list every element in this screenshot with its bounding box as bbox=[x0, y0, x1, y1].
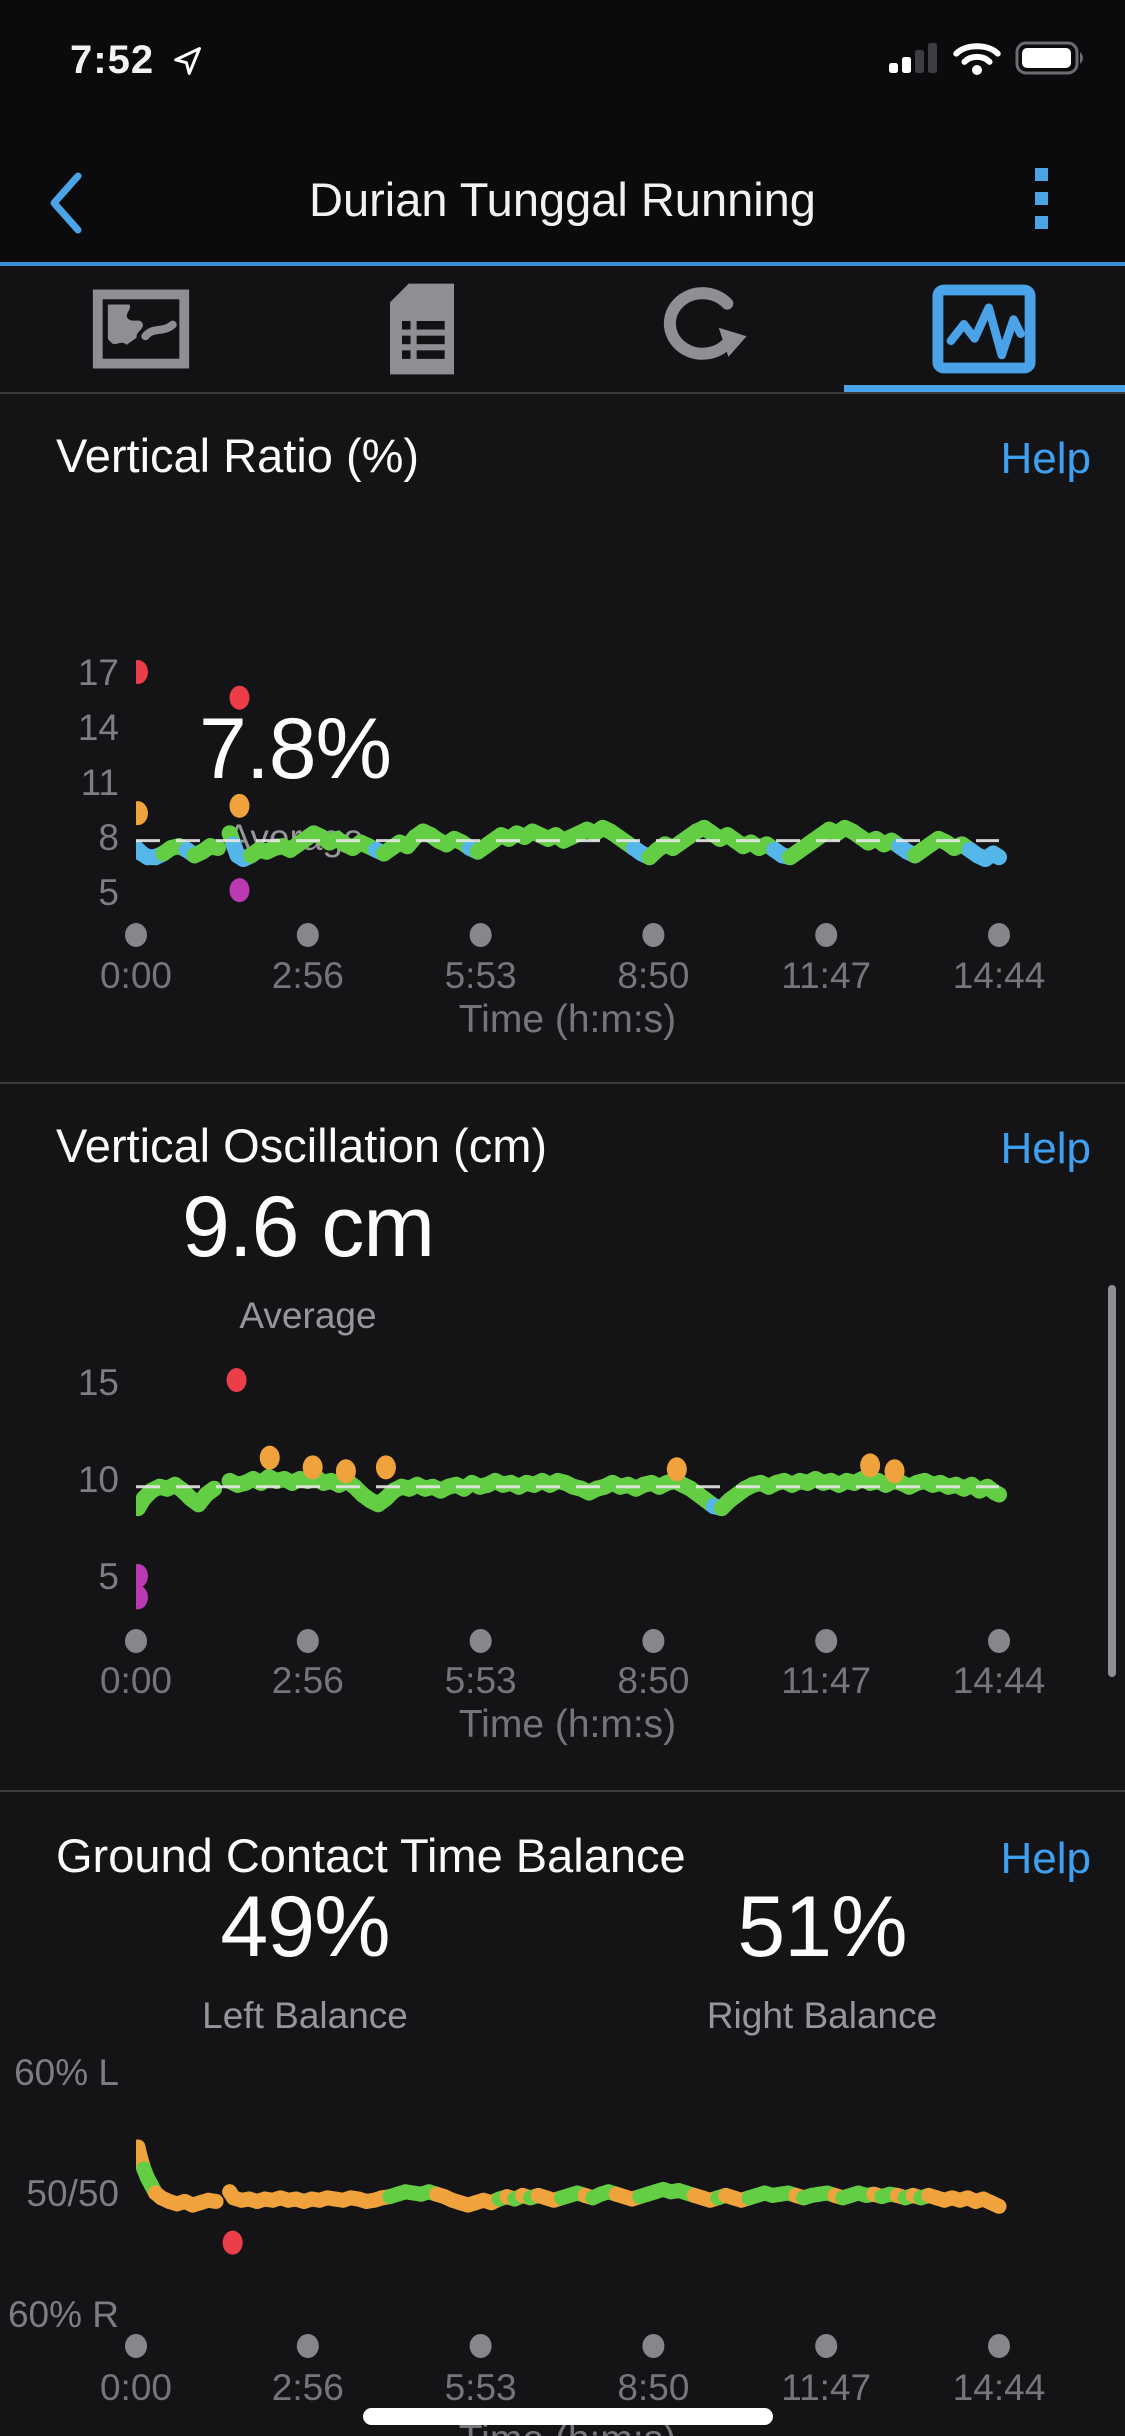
kebab-menu-button[interactable] bbox=[1030, 162, 1090, 248]
status-icons bbox=[887, 40, 1089, 76]
svg-text:17: 17 bbox=[78, 652, 119, 693]
svg-text:Time (h:m:s): Time (h:m:s) bbox=[459, 1703, 676, 1746]
tab-charts[interactable] bbox=[843, 266, 1125, 392]
svg-text:0:00: 0:00 bbox=[100, 955, 172, 996]
svg-text:8:50: 8:50 bbox=[617, 2367, 689, 2408]
tab-bar bbox=[0, 266, 1125, 392]
divider bbox=[0, 1790, 1125, 1792]
svg-text:5: 5 bbox=[98, 1556, 119, 1597]
page-title: Durian Tunggal Running bbox=[309, 173, 816, 226]
svg-text:8:50: 8:50 bbox=[617, 1660, 689, 1701]
svg-text:60% L: 60% L bbox=[14, 2052, 119, 2093]
wifi-icon bbox=[953, 43, 1001, 76]
section-title: Vertical Ratio (%) bbox=[56, 429, 420, 482]
svg-text:14:44: 14:44 bbox=[953, 955, 1046, 996]
section-gct-balance bbox=[0, 1792, 1125, 2436]
svg-text:11:47: 11:47 bbox=[781, 1660, 871, 1701]
svg-text:10: 10 bbox=[78, 1459, 119, 1500]
svg-text:5:53: 5:53 bbox=[445, 955, 517, 996]
svg-text:11:47: 11:47 bbox=[781, 955, 871, 996]
laps-loop-icon bbox=[663, 287, 747, 360]
stat-right-balance: 51% Right Balance bbox=[707, 1878, 937, 2037]
svg-text:5:53: 5:53 bbox=[445, 2367, 517, 2408]
svg-text:2:56: 2:56 bbox=[272, 955, 344, 996]
svg-text:14:44: 14:44 bbox=[953, 2367, 1046, 2408]
svg-text:2:56: 2:56 bbox=[272, 1660, 344, 1701]
stat-value: 49% bbox=[220, 1879, 390, 1975]
stat-label: Average bbox=[239, 1295, 377, 1336]
tab-laps[interactable] bbox=[563, 266, 844, 392]
stat-label: Left Balance bbox=[202, 1995, 408, 2036]
svg-text:11:47: 11:47 bbox=[781, 2367, 871, 2408]
vertical-ratio-chart: 17 14 11 8 5 0:00 2:56 5:53 8:50 11:47 14:44 Time (… bbox=[78, 652, 1046, 1041]
tab-map[interactable] bbox=[0, 266, 281, 392]
location-arrow-icon bbox=[174, 47, 201, 75]
section-vertical-oscillation bbox=[0, 1084, 1125, 1790]
svg-text:15: 15 bbox=[78, 1362, 119, 1403]
tab-stats[interactable] bbox=[281, 266, 562, 392]
home-indicator[interactable] bbox=[363, 2408, 773, 2425]
vertical-oscillation-chart: 15 10 5 0:00 2:56 5:53 8:50 11:47 14:44 Time (h:m… bbox=[78, 1362, 1046, 1746]
section-title: Ground Contact Time Balance bbox=[56, 1829, 686, 1882]
help-link[interactable]: Help bbox=[1000, 1834, 1092, 1883]
stat-average: 9.6 cm Average bbox=[181, 1178, 435, 1337]
map-icon bbox=[92, 289, 189, 369]
active-tab-underline bbox=[843, 385, 1125, 392]
stat-value: 9.6 cm bbox=[181, 1179, 435, 1275]
help-link[interactable]: Help bbox=[1000, 434, 1092, 483]
svg-text:0:00: 0:00 bbox=[100, 1660, 172, 1701]
scrollbar[interactable] bbox=[1108, 1285, 1116, 1677]
kebab-menu-icon bbox=[1035, 168, 1048, 181]
header-accent-border bbox=[0, 262, 1125, 266]
stat-left-balance: 49% Left Balance bbox=[202, 1878, 408, 2037]
divider bbox=[0, 1082, 1125, 1084]
svg-text:60% R: 60% R bbox=[8, 2294, 119, 2335]
svg-text:5:53: 5:53 bbox=[445, 1660, 517, 1701]
stat-value: 7.8% bbox=[198, 701, 392, 797]
svg-text:50/50: 50/50 bbox=[26, 2173, 119, 2214]
stat-value: 51% bbox=[737, 1879, 907, 1975]
svg-text:8:50: 8:50 bbox=[617, 955, 689, 996]
section-title: Vertical Oscillation (cm) bbox=[56, 1119, 547, 1172]
cellular-signal-icon bbox=[889, 43, 937, 73]
stat-label: Right Balance bbox=[706, 1995, 938, 2036]
svg-text:14: 14 bbox=[78, 707, 119, 748]
back-button[interactable] bbox=[40, 168, 100, 238]
svg-text:8: 8 bbox=[98, 817, 119, 858]
svg-text:0:00: 0:00 bbox=[100, 2367, 172, 2408]
svg-text:Time (h:m:s): Time (h:m:s) bbox=[459, 998, 676, 1041]
divider bbox=[0, 392, 1125, 394]
svg-text:11: 11 bbox=[81, 762, 119, 803]
line-chart-icon bbox=[932, 284, 1036, 374]
battery-icon bbox=[1015, 41, 1083, 75]
section-vertical-ratio bbox=[0, 394, 1125, 1082]
help-link[interactable]: Help bbox=[1000, 1124, 1092, 1173]
status-time: 7:52 bbox=[70, 38, 155, 82]
svg-text:14:44: 14:44 bbox=[953, 1660, 1046, 1701]
document-list-icon bbox=[389, 283, 454, 375]
svg-text:2:56: 2:56 bbox=[272, 2367, 344, 2408]
gct-balance-chart: 60% L 50/50 60% R 0:00 2:56 5:53 8:50 11:47 14:4… bbox=[8, 2052, 1046, 2436]
svg-text:5: 5 bbox=[98, 872, 119, 913]
